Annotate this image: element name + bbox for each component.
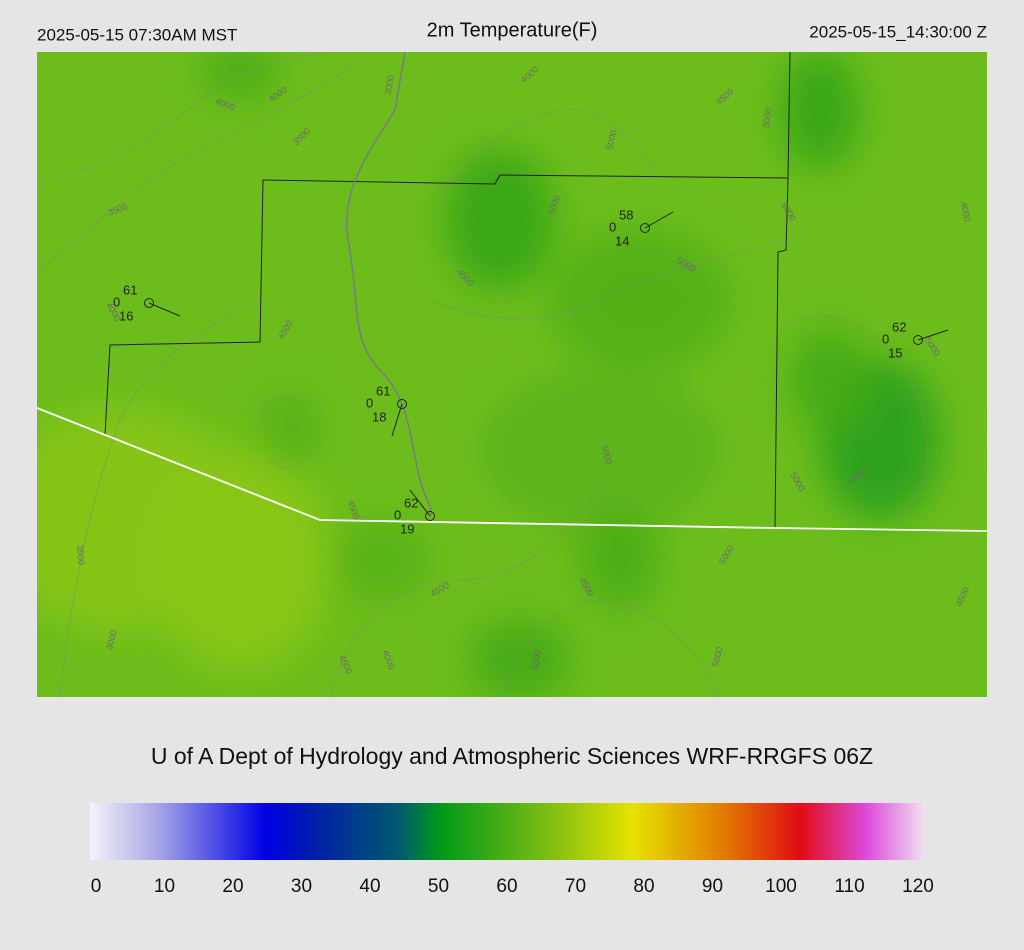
station-dewpoint: 15 xyxy=(888,345,902,360)
station-temperature: 58 xyxy=(619,207,633,222)
contour-label: 4000 xyxy=(959,201,972,222)
valid-local-time: 2025-05-15 07:30AM MST xyxy=(37,25,237,44)
station-temperature: 61 xyxy=(123,282,137,297)
contour-lines xyxy=(39,52,928,697)
station-dewpoint: 14 xyxy=(615,233,629,248)
wind-barb xyxy=(148,302,181,317)
boundaries xyxy=(37,52,987,532)
colorbar-tick-label: 40 xyxy=(359,876,380,897)
colorbar-tick-label: 50 xyxy=(428,876,449,897)
colorbar-tick-label: 120 xyxy=(902,876,934,897)
colorbar-tick-label: 80 xyxy=(633,876,654,897)
contour-label: 5000 xyxy=(761,107,774,128)
colorbar-ticks: 0 10 20 30 40 50 60 70 80 90 100 110 120 xyxy=(91,876,934,897)
colorbar-tick-label: 60 xyxy=(496,876,517,897)
station-pressure: 0 xyxy=(882,331,889,346)
station-circle xyxy=(144,298,154,308)
station-pressure: 0 xyxy=(113,294,120,309)
contour-label: 5000 xyxy=(530,649,543,670)
temperature-field xyxy=(37,52,940,697)
valid-utc-time: 2025-05-15_14:30:00 Z xyxy=(809,22,987,41)
wind-barb xyxy=(644,211,674,229)
station-dewpoint: 16 xyxy=(119,308,133,323)
colorbar-tick-label: 70 xyxy=(565,876,586,897)
station-circle xyxy=(640,223,650,233)
station-dewpoint: 18 xyxy=(372,409,386,424)
colorbar-tick-label: 0 xyxy=(91,876,102,897)
station-circle xyxy=(425,511,435,521)
wind-barb xyxy=(409,489,431,517)
station-pressure: 0 xyxy=(609,219,616,234)
station-pressure: 0 xyxy=(394,507,401,522)
station-temperature: 61 xyxy=(376,383,390,398)
colorbar-tick-label: 30 xyxy=(291,876,312,897)
station-dewpoint: 19 xyxy=(400,521,414,536)
contour-label: 3000 xyxy=(383,74,396,95)
wind-barb xyxy=(917,329,949,341)
map-title: 2m Temperature(F) xyxy=(427,19,598,41)
colorbar-tick-label: 90 xyxy=(702,876,723,897)
station-circle xyxy=(913,335,923,345)
wind-barb xyxy=(391,403,403,437)
station-circle xyxy=(397,399,407,409)
station-temperature: 62 xyxy=(892,319,906,334)
station-pressure: 0 xyxy=(366,395,373,410)
contour-label: 3500 xyxy=(75,545,87,566)
credit: U of A Dept of Hydrology and Atmospheric… xyxy=(151,743,873,769)
station-temperature: 62 xyxy=(404,495,418,510)
colorbar-tick-label: 100 xyxy=(765,876,797,897)
colorbar-tick-label: 20 xyxy=(222,876,243,897)
colorbar-tick-label: 110 xyxy=(834,876,864,897)
colorbar xyxy=(90,803,925,860)
colorbar-tick-label: 10 xyxy=(154,876,175,897)
